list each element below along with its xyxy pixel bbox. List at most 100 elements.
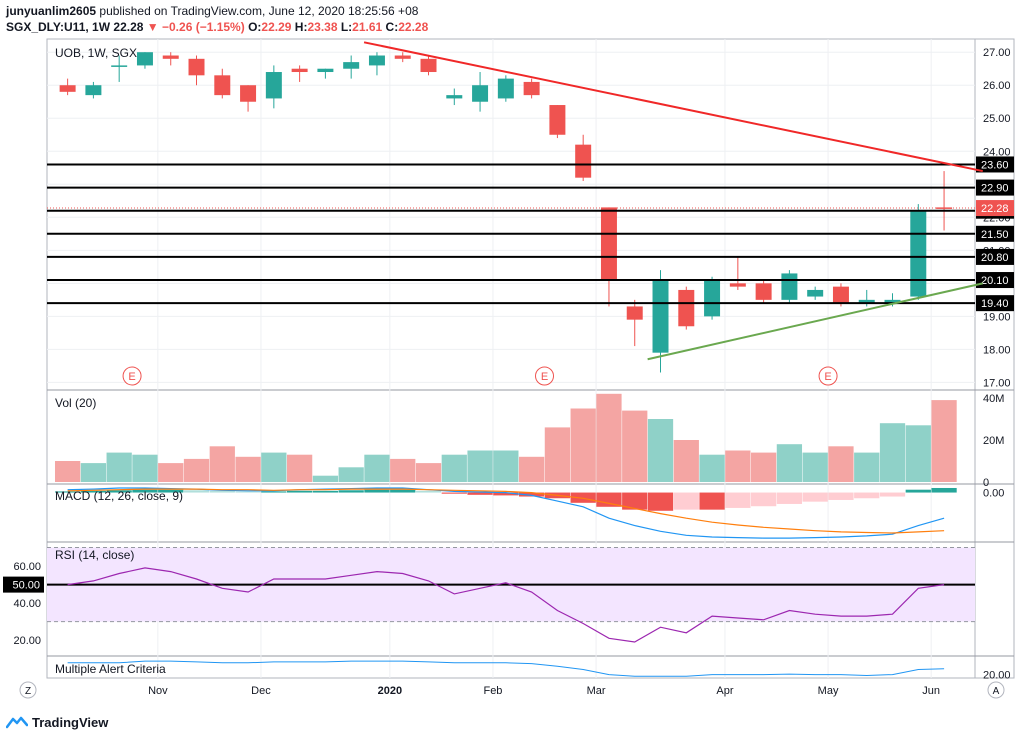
price-tick-label: 26.00 bbox=[983, 80, 1011, 92]
level-label: 21.50 bbox=[981, 229, 1009, 241]
candle[interactable] bbox=[240, 85, 257, 112]
candle[interactable] bbox=[807, 286, 824, 300]
publish-info: published on TradingView.com, June 12, 2… bbox=[99, 4, 419, 18]
volume-bar bbox=[673, 440, 699, 482]
candle[interactable] bbox=[678, 286, 695, 330]
candle-body bbox=[858, 299, 875, 304]
candle[interactable] bbox=[936, 171, 953, 231]
candle[interactable] bbox=[729, 256, 746, 290]
volume-bar bbox=[879, 423, 906, 482]
macd-histogram-bar bbox=[647, 492, 674, 511]
volume-bar bbox=[854, 452, 880, 482]
chart-frame bbox=[46, 38, 1015, 679]
time-axis-label: Feb bbox=[483, 685, 502, 697]
candle[interactable] bbox=[317, 68, 334, 79]
volume-bar bbox=[209, 446, 235, 482]
candle[interactable] bbox=[910, 204, 927, 300]
candle[interactable] bbox=[523, 78, 540, 99]
volume-bar bbox=[905, 425, 931, 482]
resistance-trendline[interactable] bbox=[363, 41, 983, 173]
price-tick-label: 25.00 bbox=[983, 113, 1011, 125]
earnings-label: E bbox=[541, 371, 548, 383]
earnings-marker-icon[interactable]: E bbox=[818, 366, 838, 386]
candle[interactable] bbox=[394, 52, 411, 63]
auto-scale-button-circle bbox=[987, 681, 1005, 699]
candle-body bbox=[472, 85, 489, 102]
rsi-tick-label: 40.00 bbox=[13, 598, 41, 610]
candle-body bbox=[600, 207, 617, 281]
author-name[interactable]: junyuanlim2605 bbox=[6, 4, 97, 18]
candle[interactable] bbox=[497, 75, 514, 102]
down-arrow-icon: ▼ bbox=[146, 20, 159, 34]
macd-histogram-bar bbox=[286, 490, 313, 493]
earnings-circle bbox=[818, 366, 838, 386]
candle[interactable] bbox=[265, 65, 282, 109]
volume-bar bbox=[312, 475, 339, 482]
candle[interactable] bbox=[549, 105, 566, 139]
candle[interactable] bbox=[446, 88, 463, 106]
last-price: 22.28 bbox=[113, 20, 144, 34]
level-label: 22.90 bbox=[981, 183, 1009, 195]
zoom-button-circle bbox=[19, 681, 37, 699]
volume-bar bbox=[235, 456, 261, 482]
low-value: 21.61 bbox=[352, 20, 383, 34]
candle[interactable] bbox=[368, 52, 385, 76]
candle[interactable] bbox=[626, 299, 643, 347]
candle[interactable] bbox=[136, 52, 153, 69]
candle[interactable] bbox=[291, 65, 308, 82]
candle[interactable] bbox=[111, 55, 128, 82]
macd-histogram-bar bbox=[235, 491, 261, 493]
volume-bar bbox=[261, 452, 287, 482]
level-label: 23.60 bbox=[981, 159, 1009, 171]
level-label-box bbox=[976, 225, 1014, 242]
macd-histogram-bar bbox=[158, 489, 184, 493]
candle[interactable] bbox=[85, 81, 102, 99]
earnings-marker-icon[interactable]: E bbox=[535, 366, 555, 386]
macd-histogram-bar bbox=[364, 489, 390, 493]
volume-bar bbox=[647, 419, 674, 482]
earnings-marker-icon[interactable]: E bbox=[122, 366, 142, 386]
price-tick-label: 17.00 bbox=[983, 377, 1011, 389]
rsi-mid-label: 50.00 bbox=[12, 580, 40, 592]
candle-body bbox=[652, 280, 669, 353]
macd-histogram-bar bbox=[132, 489, 158, 493]
macd-histogram-bar bbox=[699, 492, 725, 510]
symbol-label[interactable]: SGX_DLY:U11, 1W bbox=[6, 20, 111, 34]
candle[interactable] bbox=[420, 55, 437, 76]
candle[interactable] bbox=[162, 52, 179, 66]
candle-body bbox=[162, 55, 179, 59]
auto-scale-button[interactable]: A bbox=[987, 681, 1005, 699]
macd-histogram-bar bbox=[106, 490, 132, 493]
alert-line bbox=[67, 660, 945, 677]
level-label: 20.80 bbox=[981, 252, 1009, 264]
candle[interactable] bbox=[472, 72, 489, 112]
candle-body bbox=[240, 85, 257, 102]
candle[interactable] bbox=[781, 270, 798, 304]
rsi-mid-label-box bbox=[3, 576, 44, 593]
candle[interactable] bbox=[214, 68, 231, 99]
level-label-box bbox=[976, 156, 1014, 173]
price-tick-label: 24.00 bbox=[983, 146, 1011, 158]
volume-bar bbox=[931, 400, 957, 482]
candle[interactable] bbox=[755, 280, 772, 304]
volume-bar bbox=[802, 452, 828, 482]
candle[interactable] bbox=[59, 78, 76, 96]
tradingview-footer: TradingView bbox=[6, 711, 108, 733]
level-label-box bbox=[976, 272, 1014, 289]
support-trendline[interactable] bbox=[647, 282, 983, 361]
candle[interactable] bbox=[575, 134, 592, 181]
zoom-button[interactable]: Z bbox=[19, 681, 37, 699]
candle-body bbox=[575, 144, 592, 178]
macd-histogram-bar bbox=[338, 490, 364, 493]
candle[interactable] bbox=[343, 55, 360, 79]
volume-bar bbox=[828, 446, 854, 482]
candle[interactable] bbox=[704, 276, 721, 320]
macd-histogram-bar bbox=[80, 490, 107, 493]
macd-histogram-bar bbox=[673, 492, 699, 510]
macd-histogram-bar bbox=[209, 490, 235, 493]
candle[interactable] bbox=[188, 55, 205, 86]
volume-bar bbox=[286, 454, 313, 482]
rsi-tick-label: 20.00 bbox=[13, 635, 41, 647]
candle-body bbox=[704, 280, 721, 317]
